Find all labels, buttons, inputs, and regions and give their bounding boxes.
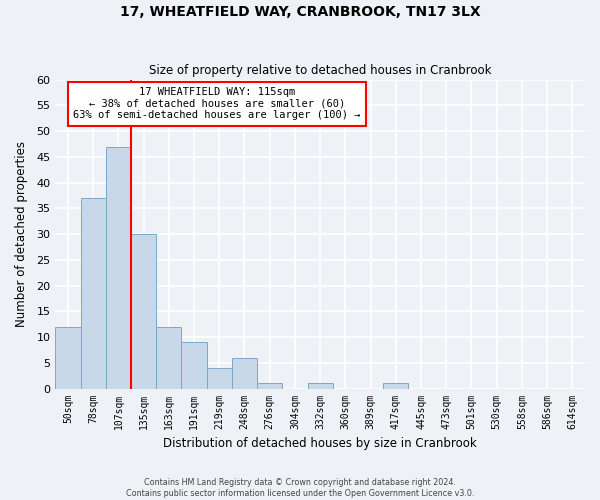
Bar [156, 327, 181, 388]
Text: Contains HM Land Registry data © Crown copyright and database right 2024.
Contai: Contains HM Land Registry data © Crown c… [126, 478, 474, 498]
Y-axis label: Number of detached properties: Number of detached properties [15, 141, 28, 327]
Bar [80, 198, 106, 388]
Bar [257, 384, 283, 388]
Bar [181, 342, 206, 388]
Text: 17 WHEATFIELD WAY: 115sqm
← 38% of detached houses are smaller (60)
63% of semi-: 17 WHEATFIELD WAY: 115sqm ← 38% of detac… [73, 88, 361, 120]
Bar [232, 358, 257, 388]
Bar [308, 384, 333, 388]
X-axis label: Distribution of detached houses by size in Cranbrook: Distribution of detached houses by size … [163, 437, 477, 450]
Bar [131, 234, 156, 388]
Bar [206, 368, 232, 388]
Bar [106, 146, 131, 388]
Text: 17, WHEATFIELD WAY, CRANBROOK, TN17 3LX: 17, WHEATFIELD WAY, CRANBROOK, TN17 3LX [119, 5, 481, 19]
Title: Size of property relative to detached houses in Cranbrook: Size of property relative to detached ho… [149, 64, 491, 77]
Bar [383, 384, 409, 388]
Bar [55, 327, 80, 388]
